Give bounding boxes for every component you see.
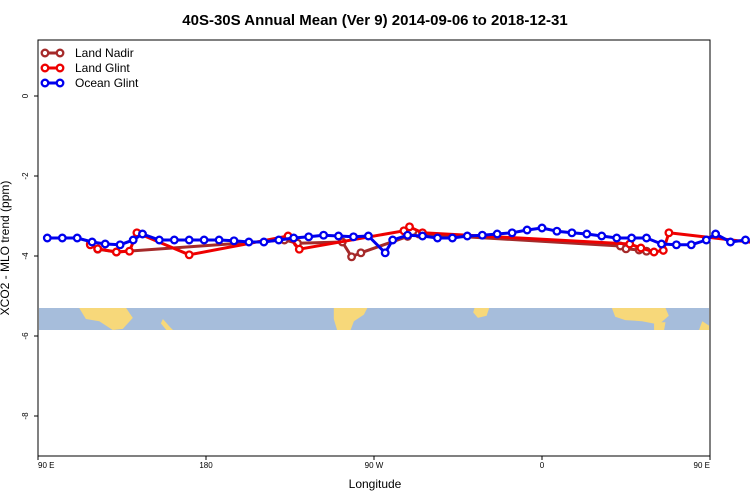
data-point xyxy=(552,226,562,236)
data-point xyxy=(57,233,67,243)
legend-swatch-point xyxy=(55,63,65,73)
land-strip xyxy=(39,308,709,330)
data-point xyxy=(726,237,735,247)
y-tick-label: -6 xyxy=(21,332,30,340)
data-point xyxy=(522,225,532,235)
data-point xyxy=(701,235,711,245)
data-point xyxy=(582,229,592,239)
data-point xyxy=(184,250,194,260)
legend-label: Ocean Glint xyxy=(75,76,139,90)
legend-swatch-point xyxy=(55,48,65,58)
land-mass xyxy=(160,319,173,330)
data-point xyxy=(259,237,269,247)
data-point xyxy=(154,235,164,245)
data-point xyxy=(403,230,413,240)
land-mass xyxy=(654,322,666,330)
data-point xyxy=(711,229,721,239)
data-point xyxy=(349,232,358,242)
y-tick-label: -8 xyxy=(21,412,30,420)
data-point xyxy=(356,248,366,258)
land-mass xyxy=(473,308,490,318)
data-point xyxy=(42,233,52,243)
x-tick-label: 90 E xyxy=(38,461,54,470)
data-point xyxy=(334,231,343,241)
data-point xyxy=(380,248,390,258)
data-point xyxy=(507,228,517,238)
data-point xyxy=(115,240,125,250)
y-tick-label: -2 xyxy=(21,172,30,180)
data-point xyxy=(462,231,472,241)
data-point xyxy=(477,230,487,240)
data-point xyxy=(612,233,622,243)
land-mass xyxy=(611,308,669,325)
data-point xyxy=(229,236,239,246)
legend-label: Land Nadir xyxy=(75,46,134,60)
data-point xyxy=(125,246,134,256)
chart-title: 40S-30S Annual Mean (Ver 9) 2014-09-06 t… xyxy=(182,12,567,29)
data-point xyxy=(649,247,659,257)
data-point xyxy=(657,239,666,249)
data-point xyxy=(289,233,299,243)
legend-swatch-point xyxy=(40,63,50,73)
data-point xyxy=(87,237,97,247)
data-point xyxy=(347,252,357,262)
data-point xyxy=(433,233,442,243)
ocean-background xyxy=(39,308,709,330)
data-point xyxy=(664,228,674,238)
y-tick-label: -4 xyxy=(21,252,30,260)
data-point xyxy=(686,240,696,250)
data-point xyxy=(388,235,398,245)
data-point xyxy=(418,231,427,241)
series-ocean-glint xyxy=(42,223,750,258)
data-point xyxy=(274,235,284,245)
y-axis-label: XCO2 - MLO trend (ppm) xyxy=(0,181,12,316)
data-point xyxy=(128,235,138,245)
data-point xyxy=(636,243,646,253)
land-mass xyxy=(699,321,709,330)
data-point xyxy=(93,244,103,254)
data-point xyxy=(627,233,637,243)
x-tick-label: 180 xyxy=(199,461,213,470)
data-point xyxy=(294,244,304,254)
x-tick-label: 90 E xyxy=(694,461,710,470)
data-point xyxy=(199,235,209,245)
land-mass xyxy=(333,308,368,330)
data-point xyxy=(363,231,373,241)
data-point xyxy=(111,247,121,257)
y-tick-label: 0 xyxy=(21,93,30,98)
series-land-glint xyxy=(85,222,750,260)
x-axis-label: Longitude xyxy=(349,477,402,491)
data-point xyxy=(244,237,254,247)
data-point xyxy=(537,223,547,233)
legend-label: Land Glint xyxy=(75,61,130,75)
data-point xyxy=(567,228,577,238)
data-point xyxy=(184,235,194,245)
y-axis-ticks: 0 -2 -4 -6 -8 xyxy=(21,93,38,420)
data-point xyxy=(72,233,82,243)
data-point xyxy=(138,229,147,239)
data-point xyxy=(214,235,224,245)
data-point xyxy=(492,229,502,239)
series-layer xyxy=(42,222,750,262)
x-tick-label: 0 xyxy=(540,461,545,470)
data-point xyxy=(597,231,607,241)
legend-swatch-point xyxy=(40,48,50,58)
land-mass xyxy=(79,308,133,330)
data-point xyxy=(319,230,329,240)
x-axis-ticks: 90 E 180 90 W 0 90 E xyxy=(37,456,711,470)
data-point xyxy=(304,232,314,242)
data-point xyxy=(741,235,750,245)
data-point xyxy=(405,222,414,232)
data-point xyxy=(100,239,110,249)
data-point xyxy=(642,233,651,243)
data-point xyxy=(447,233,457,243)
x-tick-label: 90 W xyxy=(365,461,384,470)
land-masses xyxy=(79,308,709,330)
data-point xyxy=(671,240,681,250)
data-point xyxy=(169,235,179,245)
legend-swatch-point xyxy=(40,78,50,88)
legend-swatch-point xyxy=(55,78,65,88)
